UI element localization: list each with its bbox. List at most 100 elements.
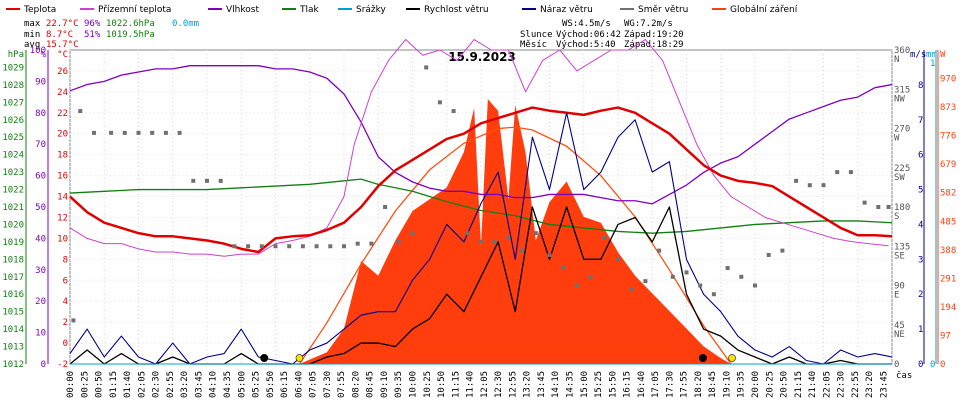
radiation-tick: 194 bbox=[940, 303, 956, 313]
moonrise-marker bbox=[260, 354, 269, 362]
stat-min-hum: 51% bbox=[84, 30, 101, 40]
pressure-axis-tick: 1014 bbox=[2, 325, 24, 335]
wind-direction-point bbox=[862, 200, 867, 205]
sun-set: Západ:19:20 bbox=[624, 30, 684, 40]
legend-label: Tlak bbox=[299, 5, 320, 15]
wind-direction-point bbox=[328, 244, 333, 249]
wind-direction-point bbox=[205, 178, 209, 183]
x-tick: 18:45 bbox=[708, 371, 718, 398]
wind-dir-name: W bbox=[894, 134, 900, 144]
humidity-axis-tick: 50 bbox=[35, 203, 46, 213]
wind-direction-point bbox=[122, 130, 127, 135]
wind-direction-point bbox=[78, 109, 83, 114]
x-tick: 07:55 bbox=[337, 371, 347, 398]
rain-tick: 1 bbox=[930, 59, 935, 69]
wind-direction-point bbox=[273, 244, 278, 249]
radiation-tick: 388 bbox=[940, 246, 956, 256]
x-tick: 01:40 bbox=[123, 371, 133, 398]
wind-direction-point bbox=[807, 183, 812, 188]
radiation-tick: 291 bbox=[940, 274, 956, 284]
x-tick: 03:20 bbox=[180, 371, 190, 398]
x-tick: 13:20 bbox=[523, 371, 533, 398]
x-tick: 08:45 bbox=[366, 371, 376, 398]
wind-direction-point bbox=[109, 130, 114, 135]
stat-max-label: max bbox=[24, 19, 41, 29]
wind-direction-point bbox=[698, 283, 703, 288]
temperature-line bbox=[69, 106, 893, 254]
x-tick: 18:20 bbox=[694, 371, 704, 398]
pressure-axis-tick: 1020 bbox=[2, 220, 24, 230]
axes: hPa1012101310141015101610171018101910201… bbox=[2, 46, 956, 398]
pressure-line bbox=[69, 178, 893, 234]
x-tick: 16:15 bbox=[623, 371, 633, 398]
radiation-unit: W bbox=[940, 50, 946, 60]
wind-direction-point bbox=[574, 283, 579, 288]
temperature-axis-tick: 20 bbox=[57, 130, 68, 140]
wind-direction-point bbox=[383, 205, 388, 209]
wind-direction-point bbox=[451, 109, 456, 114]
legend-label: Srážky bbox=[356, 5, 387, 15]
wind-direction-point bbox=[259, 244, 264, 249]
wind-direction-point bbox=[780, 248, 785, 253]
wind-dir-tick: 45 bbox=[894, 321, 905, 331]
x-tick: 08:20 bbox=[351, 371, 361, 398]
wind-direction-point bbox=[163, 130, 168, 135]
wind-direction-point bbox=[71, 318, 76, 323]
radiation-tick: 0 bbox=[940, 360, 945, 370]
wind-direction-point bbox=[821, 183, 826, 188]
wind-direction-point bbox=[547, 252, 552, 257]
stat-avg-label: avg bbox=[24, 40, 40, 50]
wind-direction-point bbox=[520, 248, 525, 253]
wind-speed-tick: 5 bbox=[918, 186, 923, 196]
x-tick: 12:30 bbox=[494, 371, 504, 398]
x-axis-label: čas bbox=[896, 370, 912, 381]
pressure-axis-tick: 1013 bbox=[2, 343, 24, 353]
sunset-marker bbox=[728, 354, 736, 362]
wind-direction-point bbox=[711, 292, 716, 297]
wind-direction-point bbox=[876, 205, 881, 209]
wind-direction-point bbox=[506, 235, 511, 240]
pressure-axis-tick: 1026 bbox=[2, 116, 24, 126]
wind-dir-tick: 315 bbox=[894, 85, 910, 95]
sun-label: Slunce bbox=[520, 30, 553, 40]
x-tick: 02:30 bbox=[152, 371, 162, 398]
stat-min-label: min bbox=[24, 30, 40, 40]
wind-direction-point bbox=[136, 130, 141, 135]
radiation-tick: 970 bbox=[940, 75, 956, 85]
x-tick: 05:50 bbox=[266, 371, 276, 398]
temperature-axis-tick: 12 bbox=[57, 213, 68, 223]
radiation-tick: 873 bbox=[940, 103, 956, 113]
pressure-axis-tick: 1012 bbox=[2, 360, 24, 370]
x-tick: 19:10 bbox=[722, 371, 732, 398]
x-tick: 09:35 bbox=[394, 371, 404, 398]
pressure-axis-tick: 1022 bbox=[2, 186, 24, 196]
humidity-axis-tick: 60 bbox=[35, 172, 46, 182]
pressure-axis-tick: 1015 bbox=[2, 308, 24, 318]
radiation-tick: 776 bbox=[940, 132, 956, 142]
wind-direction-point bbox=[314, 244, 319, 249]
wind-direction-point bbox=[629, 287, 634, 292]
x-tick: 10:50 bbox=[437, 371, 447, 398]
moonset-marker bbox=[698, 354, 707, 362]
pressure-axis-tick: 1028 bbox=[2, 81, 24, 91]
x-tick: 02:05 bbox=[137, 371, 147, 398]
stat-min-temp: 8.7°C bbox=[46, 30, 73, 40]
legend: Teplota Přízemní teplota Vlhkost Tlak Srážky… bbox=[6, 5, 798, 15]
x-tick: 17:30 bbox=[665, 371, 675, 398]
wind-speed-tick: 3 bbox=[918, 255, 923, 265]
wind-direction-point bbox=[753, 283, 757, 288]
pressure-axis-tick: 1021 bbox=[2, 203, 24, 213]
wind-direction-point bbox=[177, 130, 182, 135]
temperature-axis-tick: 8 bbox=[63, 255, 68, 265]
wind-direction-point bbox=[739, 274, 744, 279]
wind-direction-point bbox=[588, 274, 593, 279]
x-tick: 13:45 bbox=[537, 371, 547, 398]
pressure-axis-tick: 1016 bbox=[2, 290, 24, 300]
wind-dir-name: E bbox=[894, 291, 899, 301]
wind-direction-point bbox=[342, 244, 346, 249]
wind-direction-point bbox=[369, 241, 374, 246]
rain-tick: 0 bbox=[930, 360, 935, 370]
wind-direction-point bbox=[287, 244, 292, 249]
wind-direction-point bbox=[218, 178, 223, 183]
